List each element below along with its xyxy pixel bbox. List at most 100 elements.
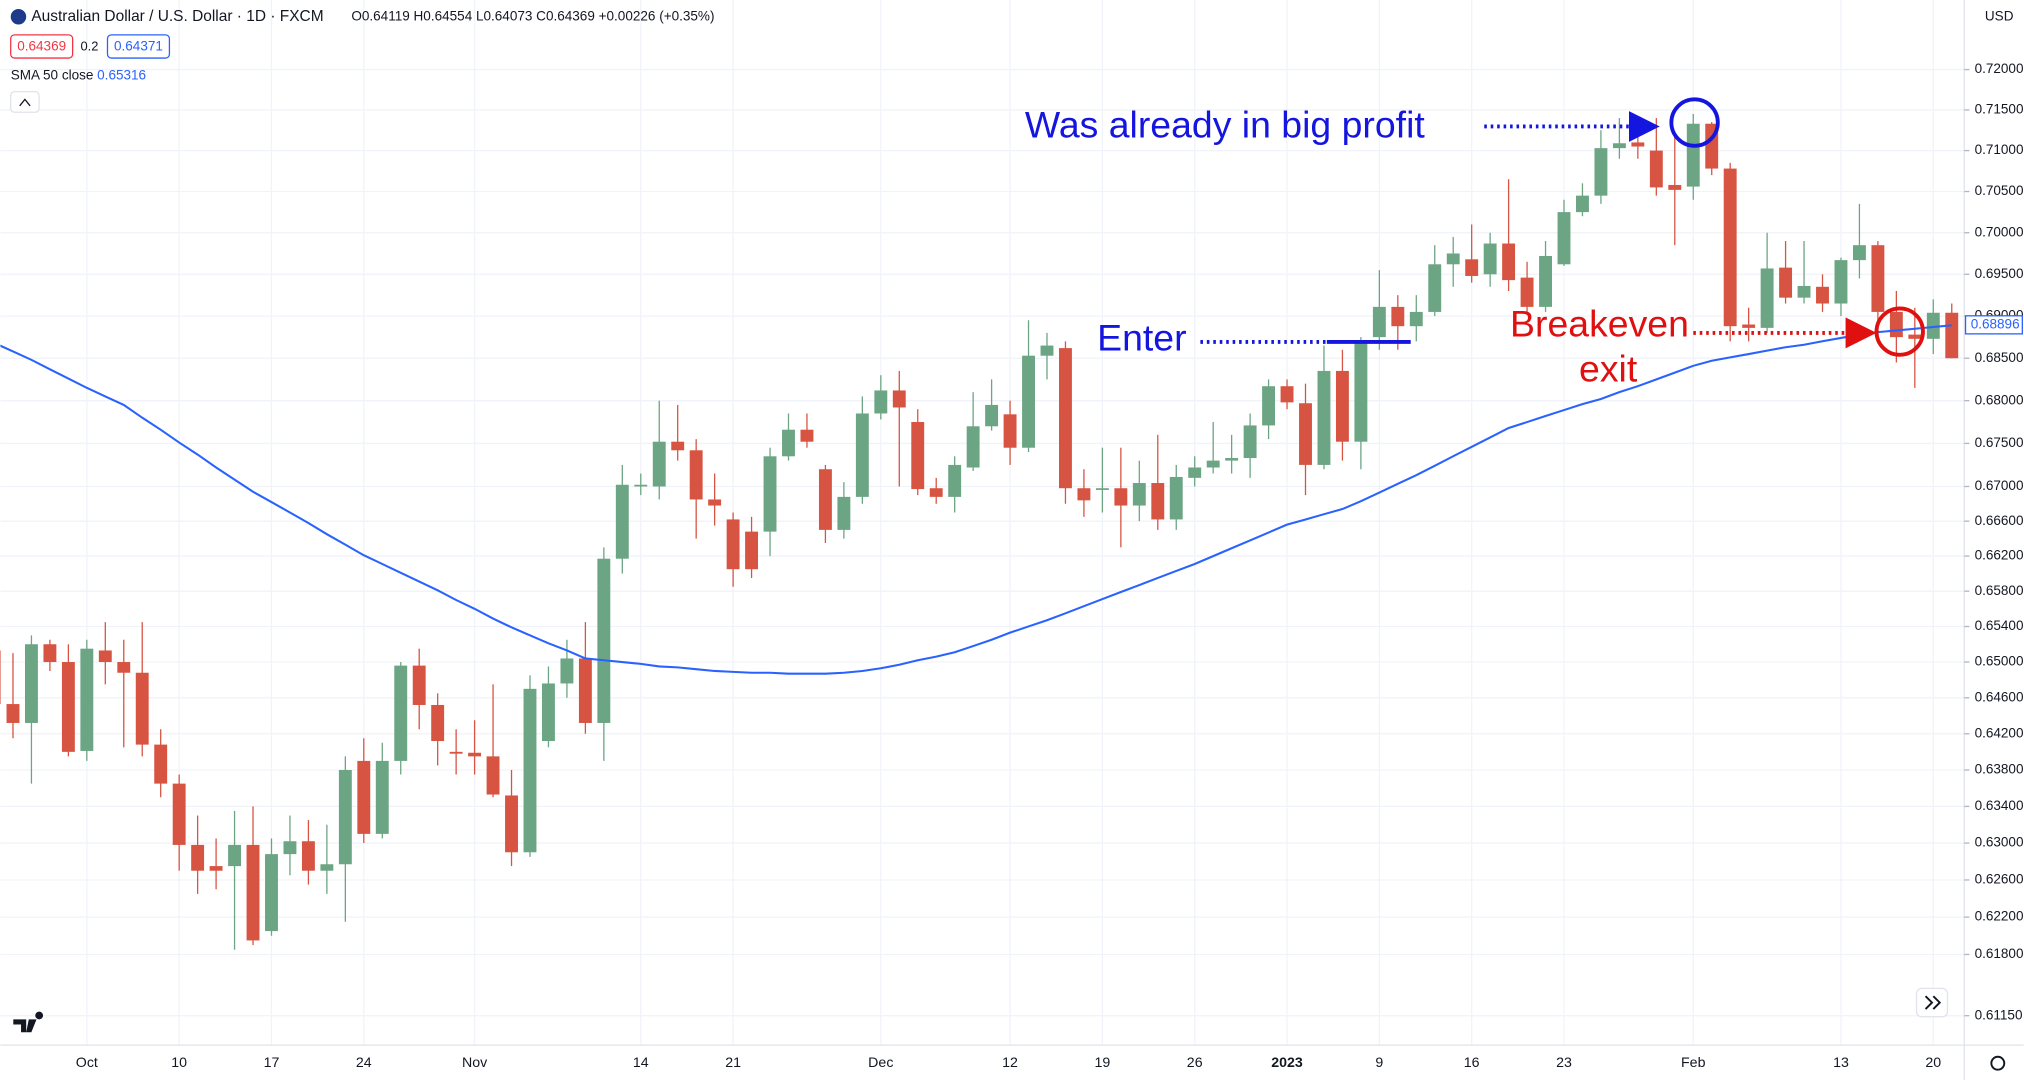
candle-body [265, 854, 278, 932]
candle-body [782, 429, 795, 457]
candle-body [1428, 264, 1442, 312]
candle-body [338, 769, 352, 865]
candle-body [1059, 348, 1072, 489]
plot [0, 113, 1959, 950]
candle-body [320, 864, 334, 871]
candle-body [1723, 168, 1737, 327]
candle-body [1169, 476, 1183, 520]
candle-body [61, 662, 75, 752]
indicator-value: 0.65316 [97, 68, 146, 83]
candle-body [818, 469, 832, 530]
collapse-button[interactable] [10, 90, 40, 113]
candle-body [689, 450, 703, 500]
candle-body [449, 751, 463, 754]
y-tick-label: 0.65400 [1975, 618, 2024, 633]
settings-icon[interactable] [1990, 1055, 2006, 1071]
candle-body [6, 704, 20, 723]
x-tick-label: 13 [1833, 1055, 1849, 1071]
candle-body [634, 484, 648, 487]
annotation: exit [1579, 347, 1638, 389]
candle-body [1889, 311, 1903, 338]
candle-body [1945, 312, 1959, 359]
candle-body [745, 531, 759, 570]
candle-body [1908, 334, 1922, 339]
annotation: Enter [1097, 317, 1186, 359]
candle-body [966, 426, 980, 468]
y-tick-label: 0.61800 [1975, 946, 2024, 961]
candle-body [1077, 488, 1091, 501]
candle-body [1779, 267, 1793, 298]
candle-body [283, 841, 297, 855]
buy-box[interactable] [106, 34, 171, 59]
candle-body [1834, 260, 1848, 304]
candle-body [985, 404, 999, 427]
candle-body [1206, 460, 1220, 468]
candle-body [24, 644, 38, 723]
y-tick-label: 0.71500 [1975, 102, 2024, 117]
candle-body [671, 441, 685, 451]
x-tick-label: 16 [1464, 1055, 1480, 1071]
y-tick-label: 0.65000 [1975, 654, 2024, 669]
y-tick-label: 0.61150 [1975, 1007, 2023, 1022]
candle-body [560, 658, 574, 684]
candle-body [172, 783, 186, 845]
x-tick-label: 2023 [1271, 1055, 1303, 1071]
candle-body [1760, 268, 1774, 328]
candle-body [1299, 403, 1312, 465]
sell-price[interactable]: 0.64369 [17, 39, 66, 54]
sell-box[interactable] [10, 34, 74, 59]
x-tick-label: 19 [1094, 1055, 1110, 1071]
x-tick-label: Feb [1681, 1055, 1706, 1071]
candle-body [1502, 243, 1516, 281]
candle-body [98, 650, 112, 663]
candle-body [652, 441, 666, 487]
y-tick-label: 0.68000 [1975, 392, 2024, 407]
candle-body [486, 756, 500, 795]
buy-price[interactable]: 0.64371 [114, 39, 163, 54]
highlight-circle [1874, 306, 1925, 357]
candle-body [1576, 195, 1589, 213]
spread: 0.2 [80, 39, 98, 54]
candle-body [1188, 467, 1202, 478]
candle-body [80, 648, 94, 751]
symbol-flag [10, 9, 27, 25]
y-tick-label: 0.72000 [1975, 61, 2024, 76]
candle-body [135, 672, 149, 745]
highlight-circle [1669, 97, 1720, 148]
candle-body [412, 665, 426, 705]
x-tick-label: Dec [868, 1055, 893, 1071]
candle-body [1225, 458, 1239, 461]
scroll-icon [1924, 995, 1942, 1010]
candle-body [154, 744, 168, 784]
x-tick-label: 23 [1556, 1055, 1572, 1071]
candle-body [1852, 245, 1866, 261]
candle-body [1151, 483, 1165, 520]
y-tick-label: 0.66600 [1975, 513, 2024, 528]
candle-body [1816, 286, 1829, 304]
annotation: Was already in big profit [1025, 104, 1425, 146]
candle-body [1483, 243, 1497, 275]
candle-body [43, 644, 57, 663]
axes: 0.72000 0.71500 0.71000 0.70500 0.70000 0.695… [76, 61, 2024, 1071]
candle-body [1132, 483, 1146, 506]
y-tick-label: 0.64200 [1975, 725, 2024, 740]
y-tick-label: 0.68500 [1975, 350, 2024, 365]
y-tick-label: 0.64600 [1975, 689, 2024, 704]
candle-body [578, 658, 592, 723]
x-tick-label: 21 [725, 1055, 741, 1071]
x-tick-label: 26 [1187, 1055, 1203, 1071]
candle-body [1114, 488, 1128, 506]
candle-body [1797, 285, 1811, 298]
candle-body [1243, 425, 1257, 459]
annotation: Breakeven [1510, 302, 1689, 344]
y-tick-label: 0.62200 [1975, 909, 2024, 924]
y-tick-label: 0.70500 [1975, 183, 2024, 198]
candle-body [375, 760, 389, 834]
candle-body [505, 795, 518, 853]
candle-body [0, 650, 1, 705]
candle-body [837, 496, 851, 530]
logo[interactable] [13, 1011, 44, 1033]
x-tick-label: 10 [171, 1055, 187, 1071]
candle-body [394, 665, 408, 761]
